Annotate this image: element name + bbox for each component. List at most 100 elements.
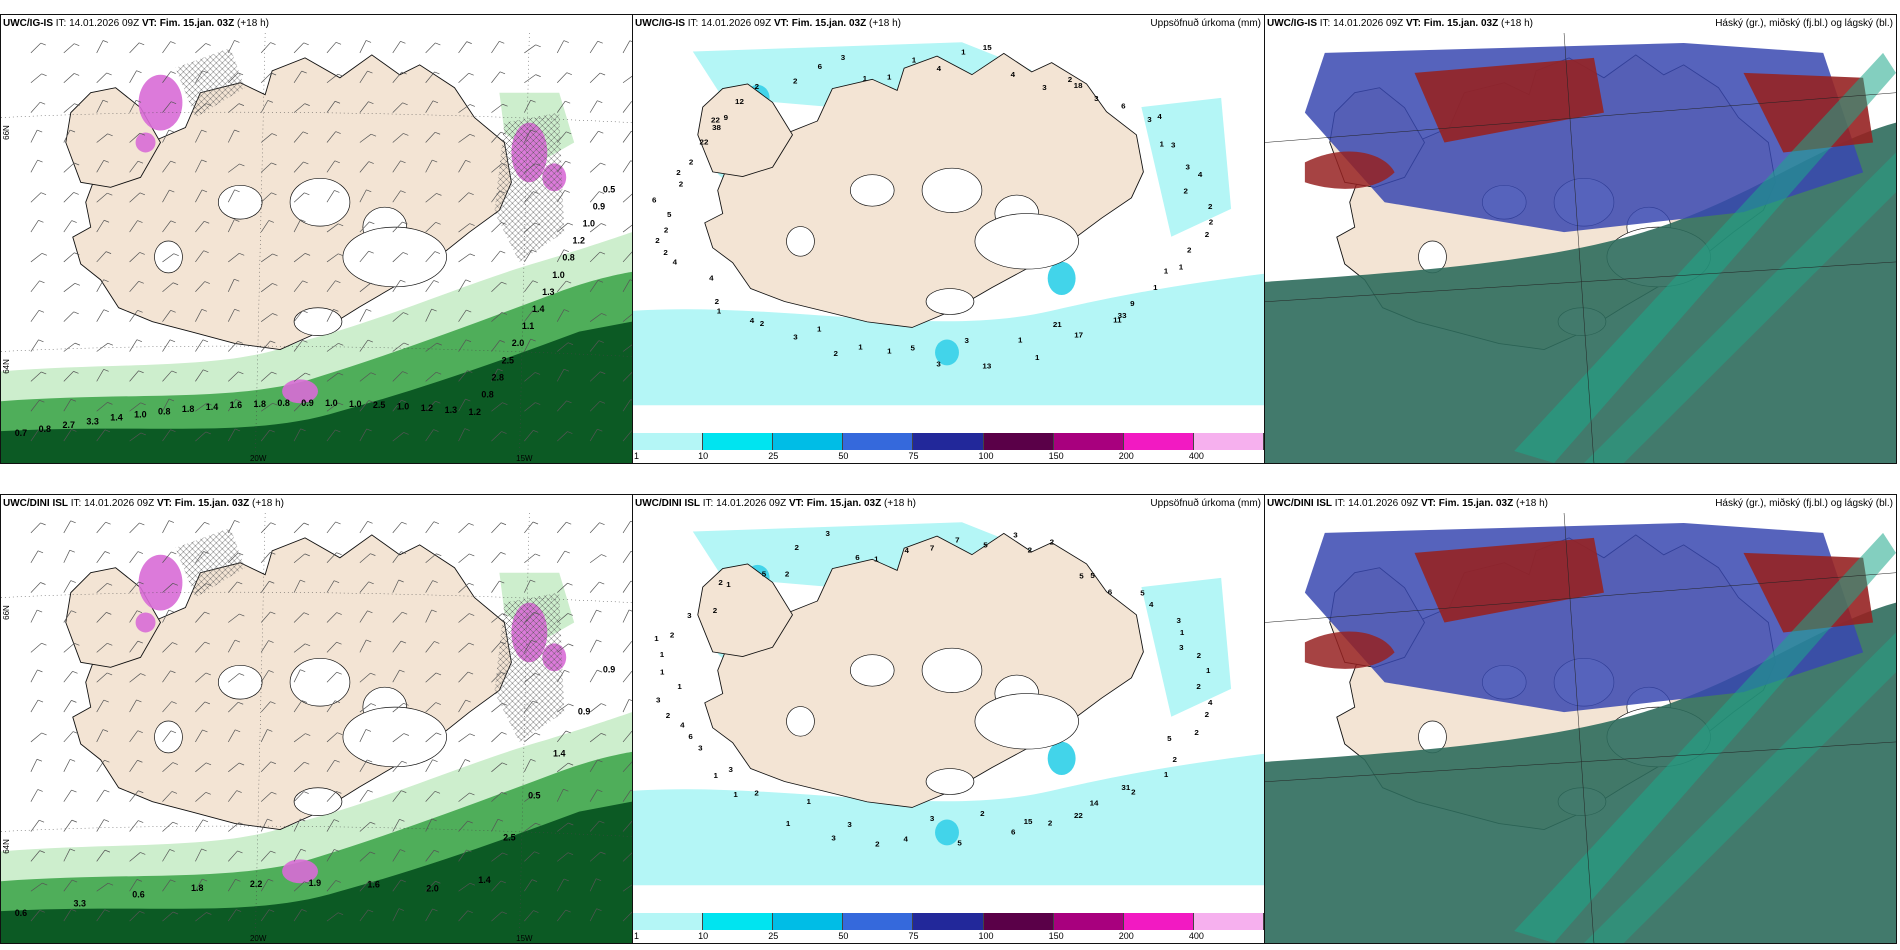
wind-barb [96, 192, 108, 203]
wind-barb [589, 130, 599, 143]
precip-value: 1 [912, 56, 917, 65]
wind-barb [425, 580, 433, 593]
wind-barb-feather [501, 791, 507, 795]
wind-barb-feather [301, 700, 307, 703]
colorbar-tick: 400 [1188, 931, 1204, 941]
wind-barb [162, 642, 173, 653]
wind-barb [63, 819, 73, 832]
wind-barb-feather [468, 192, 474, 195]
wind-barb [129, 281, 140, 293]
map-area[interactable]: 2 4 2 2 5 2 1 2 31 14 22 2 15 6 2 5 3 4 2 3 3 1 1 2 1 3 1 3 6 4 2 3 1 1 1 1… [633, 513, 1264, 913]
precip-value: 2 [1028, 546, 1032, 555]
map-area[interactable]: 66N 64N 20W 15W 0.6 3.3 0.6 1.8 2.2 1.9 1.6 2.0 1.4 2… [1, 513, 632, 943]
wind-barb-feather [530, 338, 536, 342]
wind-barb-feather [170, 879, 176, 883]
wind-barb-feather [365, 729, 372, 732]
wind-barb-feather [400, 190, 406, 194]
wind-barb-feather [270, 522, 276, 526]
wind-barb [556, 249, 565, 263]
wind-barb-feather [366, 428, 372, 432]
map-area[interactable]: 66N 64N 20W 15W 0.7 0.8 2.7 3.3 1.4 1.0 0.8 1.8 1.4 1… [1, 33, 632, 463]
wind-barb [425, 132, 436, 143]
wind-barb [30, 310, 40, 322]
wind-barb-feather [535, 553, 541, 557]
wind-barb-feather [500, 641, 506, 645]
wind-barb-feather [399, 669, 405, 673]
wind-barb-feather [436, 342, 442, 346]
map-svg [1265, 513, 1896, 943]
glacier-shape [154, 240, 183, 274]
wind-barb [326, 880, 337, 892]
wind-barb [622, 101, 632, 113]
wind-barb-feather [501, 911, 507, 915]
wind-barb [293, 428, 301, 442]
wind-barb-feather [37, 159, 43, 163]
wind-barb [260, 283, 273, 293]
wind-barb-feather [170, 670, 176, 674]
wind-barb-feather [303, 400, 309, 404]
wind-barb [425, 342, 438, 352]
wind-barb-feather [433, 280, 439, 283]
wind-barb [96, 251, 107, 263]
wind-barb [96, 521, 106, 534]
wind-barb [228, 253, 240, 263]
wind-barb [293, 131, 304, 143]
wind-barb [260, 220, 270, 233]
wind-barb-feather [304, 103, 310, 106]
wind-barb [589, 851, 601, 862]
wind-barb-feather [270, 611, 276, 615]
colorbar-swatch [1053, 433, 1124, 450]
map-area[interactable]: 2 2 2 2 1 1 1 9 33 11 17 21 1 1 13 3 3 5 1 1 2 1 3 2 4 1 2 4 4 2 2 2 5 6 2… [633, 33, 1264, 433]
wind-barb [458, 398, 466, 412]
wind-barb-feather [40, 522, 46, 526]
wind-barb-feather [107, 192, 113, 196]
wind-barb [589, 340, 600, 352]
precip-value: 22 [700, 138, 709, 147]
wind-barb-feather [206, 402, 212, 406]
wind-barb [491, 190, 500, 203]
colorbar-swatch [773, 433, 844, 450]
wind-barb-feather [300, 848, 307, 852]
map-area[interactable] [1265, 513, 1896, 943]
wind-barb-feather [71, 908, 77, 912]
snow-depth-value: 0.9 [578, 706, 590, 716]
wind-barb [63, 371, 74, 382]
wind-barb-feather [534, 851, 540, 855]
wind-barb-feather [170, 160, 176, 164]
wind-barb-feather [107, 133, 113, 137]
wind-barb [227, 309, 235, 322]
precip-value: 1 [1018, 336, 1023, 345]
wind-barb [425, 100, 434, 113]
latitude-label: 64N [2, 359, 11, 374]
wind-barb [622, 730, 632, 743]
wind-barb [227, 129, 235, 143]
wind-barb-feather [38, 819, 45, 823]
wind-barb [195, 641, 206, 653]
wind-barb-feather [40, 192, 47, 195]
precip-value: 3 [936, 360, 940, 369]
wind-barb-feather [302, 280, 308, 284]
wind-barb-feather [169, 189, 175, 193]
wind-barb-feather [202, 339, 209, 343]
wind-barb-feather [300, 219, 306, 223]
snow-depth-value: 0.9 [593, 201, 605, 211]
wind-barb [228, 72, 239, 84]
map-svg: 2222111933111721111333511213241244222562… [633, 33, 1264, 406]
wind-barb-feather [601, 554, 607, 557]
wind-barb [622, 430, 632, 442]
wind-barb-feather [434, 641, 440, 644]
wind-barb-feather [173, 253, 179, 257]
wind-barb [63, 580, 72, 593]
wind-barb-feather [403, 733, 409, 736]
wind-barb-feather [565, 160, 571, 164]
wind-barb-feather [502, 402, 508, 405]
precip-value: 2 [755, 82, 759, 91]
glacier-shape [849, 174, 895, 207]
wind-barb [30, 192, 42, 203]
wind-barb-feather [74, 43, 80, 46]
map-area[interactable] [1265, 33, 1896, 463]
wind-barb-feather [502, 703, 508, 706]
precip-value: 3 [656, 696, 660, 705]
lead-time: (+18 h) [884, 498, 916, 509]
wind-barb-feather [535, 822, 541, 826]
